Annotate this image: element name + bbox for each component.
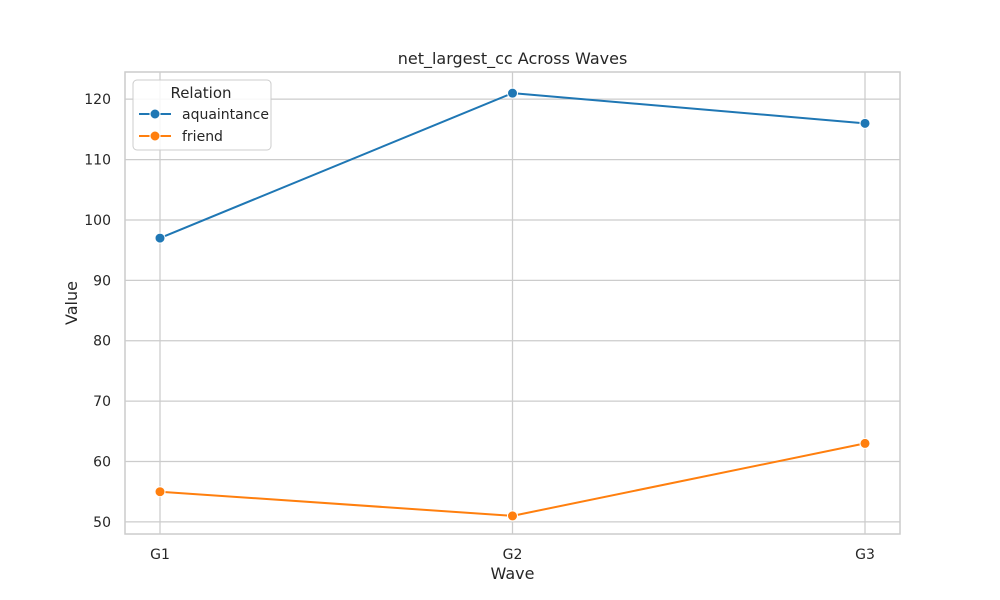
data-point-friend (154, 486, 166, 498)
data-point-friend (507, 510, 518, 522)
legend-label: aquaintance (182, 107, 269, 123)
x-axis-label: Wave (491, 564, 535, 583)
y-tick-label: 80 (93, 334, 111, 350)
y-tick-label: 50 (93, 515, 111, 531)
tick-layer: 50 60 70 80 90 100 110 120 G1 G2 G3 (84, 92, 875, 563)
plot-frame (124, 71, 901, 535)
series-layer (154, 87, 871, 522)
legend-marker-aquaintance (149, 108, 161, 120)
chart-title: net_largest_cc Across Waves (398, 49, 628, 69)
legend-box (132, 79, 272, 151)
legend-items: aquaintance friend (139, 107, 269, 145)
x-tick-label: G2 (503, 547, 523, 563)
y-tick-label: 90 (93, 273, 111, 289)
data-point-aquaintance (154, 232, 166, 244)
legend: Relation aquaintance friend (132, 79, 272, 151)
data-point-aquaintance (859, 117, 871, 129)
x-tick-label: G3 (855, 547, 875, 563)
legend-title: Relation (170, 84, 231, 102)
y-tick-label: 60 (93, 455, 111, 471)
y-tick-label: 100 (84, 213, 111, 229)
y-tick-label: 110 (84, 153, 111, 169)
legend-label: friend (182, 129, 223, 145)
x-tick-label: G1 (150, 547, 170, 563)
y-axis-label: Value (62, 281, 81, 325)
y-tick-label: 120 (84, 92, 111, 108)
legend-marker-friend (149, 130, 161, 142)
y-tick-label: 70 (93, 394, 111, 410)
data-point-friend (859, 437, 871, 449)
data-point-aquaintance (507, 87, 518, 99)
